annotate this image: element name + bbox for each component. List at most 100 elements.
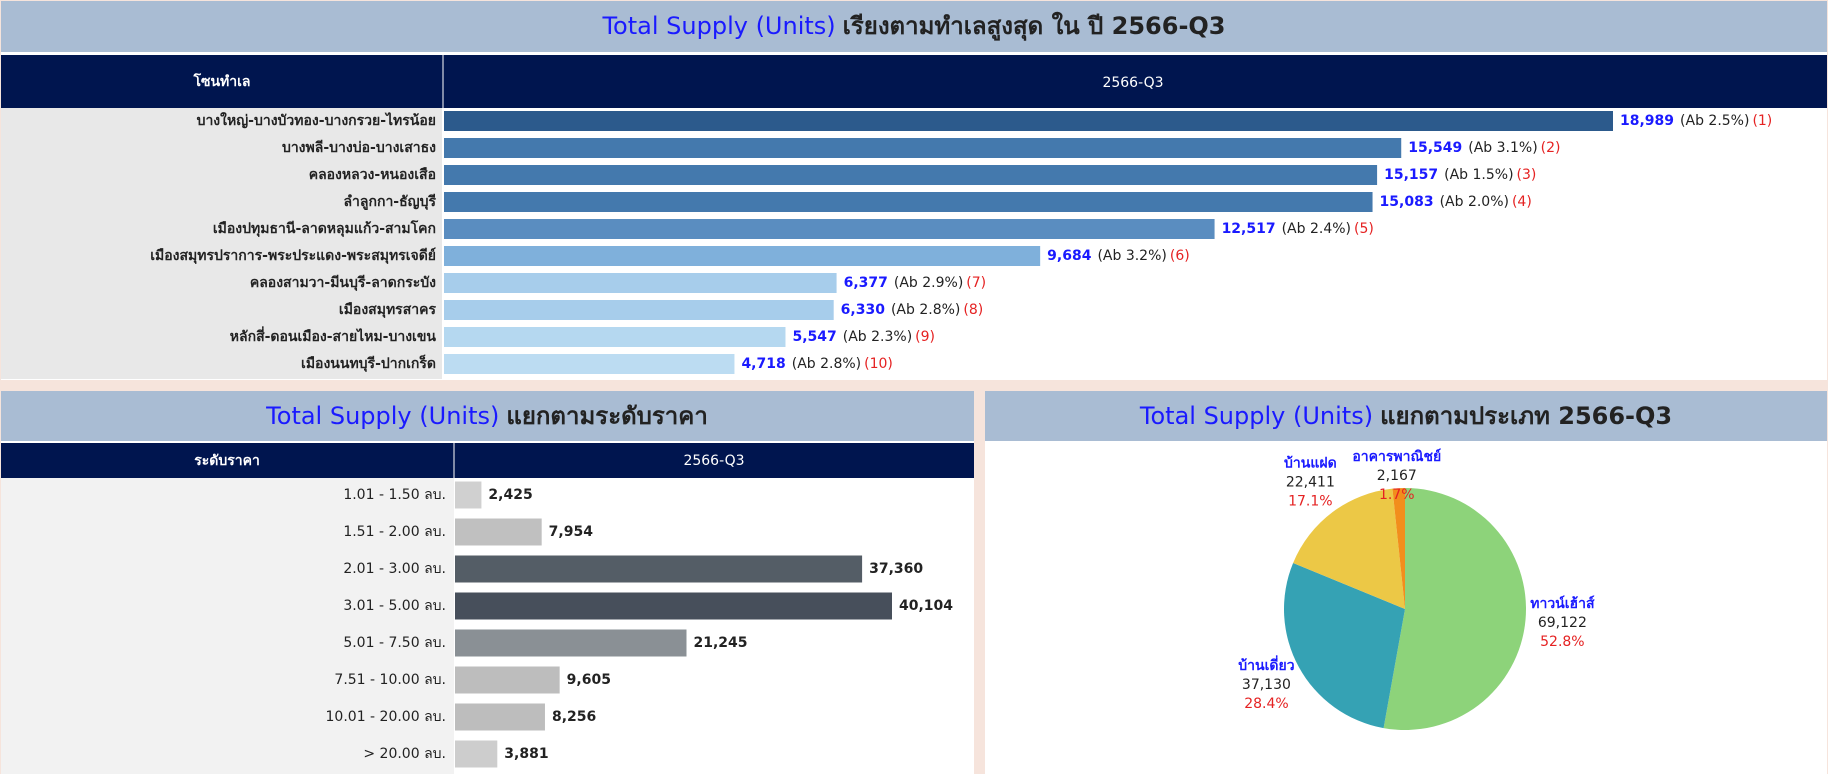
bar	[455, 555, 863, 583]
label-column	[1, 478, 454, 774]
bar	[444, 165, 1378, 185]
bar	[455, 481, 482, 509]
rank-label: (5)	[1354, 221, 1374, 237]
chart-title: Total Supply (Units) เรียงตามทำเลสูงสุด ใ…	[601, 11, 1225, 42]
slice-value: 2,167	[1377, 468, 1417, 484]
note-label: (Ab 2.0%)	[1440, 194, 1509, 210]
category-label: เมืองนนทบุรี-ปากเกร็ด	[301, 354, 436, 372]
title-rest: เรียงตามทำเลสูงสุด ใน ปี 2566-Q3	[843, 11, 1226, 42]
value-label: 6,330	[841, 302, 886, 318]
header-row	[1, 55, 1827, 108]
category-label: 2.01 - 3.00 ลบ.	[343, 561, 446, 577]
value-label-group: 12,517 (Ab 2.4%) (5)	[1222, 221, 1374, 237]
rank-label: (4)	[1512, 194, 1532, 210]
note-label: (Ab 2.4%)	[1282, 221, 1351, 237]
value-label: 40,104	[899, 598, 953, 614]
slice-percent: 52.8%	[1540, 634, 1584, 650]
note-label: (Ab 2.5%)	[1680, 113, 1749, 129]
slice-percent: 28.4%	[1244, 696, 1288, 712]
rank-label: (3)	[1517, 167, 1537, 183]
column-header: 2566-Q3	[1102, 75, 1163, 91]
slice-name: บ้านเดี่ยว	[1238, 655, 1294, 674]
category-label: คลองหลวง-หนองเสือ	[309, 167, 436, 183]
value-label: 18,989	[1620, 113, 1674, 129]
category-label: คลองสามวา-มีนบุรี-ลาดกระบัง	[250, 275, 436, 291]
category-label: ลำลูกกา-ธัญบุรี	[343, 194, 436, 210]
category-label: หลักสี่-ดอนเมือง-สายไหม-บางเขน	[230, 326, 437, 345]
pie-slice	[1383, 488, 1526, 730]
value-label: 15,549	[1408, 140, 1462, 156]
bar	[455, 703, 545, 731]
value-label: 15,083	[1380, 194, 1434, 210]
category-label: 1.01 - 1.50 ลบ.	[343, 487, 446, 503]
value-label-group: 37,360	[869, 561, 923, 577]
note-label: (Ab 3.1%)	[1468, 140, 1537, 156]
category-label: 10.01 - 20.00 ลบ.	[326, 709, 446, 725]
value-label: 7,954	[549, 524, 594, 540]
value-label: 6,377	[844, 275, 888, 291]
slice-name: อาคารพาณิชย์	[1352, 448, 1441, 465]
value-label: 12,517	[1222, 221, 1276, 237]
rank-label: (8)	[963, 302, 983, 318]
label-column	[1, 108, 442, 379]
rank-label: (7)	[966, 275, 986, 291]
category-label: 5.01 - 7.50 ลบ.	[343, 635, 446, 651]
value-label: 3,881	[504, 746, 548, 762]
column-header: 2566-Q3	[683, 453, 744, 469]
value-label: 4,718	[741, 356, 785, 372]
title-highlight: Total Supply (Units)	[265, 402, 499, 430]
value-label-group: 8,256	[552, 709, 596, 725]
bar	[455, 740, 498, 768]
bar	[444, 246, 1041, 266]
rank-label: (1)	[1752, 113, 1772, 129]
title-bar	[985, 391, 1827, 441]
column-header: ระดับราคา	[194, 453, 260, 469]
value-label-group: 3,881	[504, 746, 548, 762]
value-label-group: 15,083 (Ab 2.0%) (4)	[1380, 194, 1532, 210]
pie-slice	[1284, 562, 1405, 729]
bar	[444, 354, 735, 374]
value-label-group: 15,157 (Ab 1.5%) (3)	[1384, 167, 1536, 183]
pie-slice	[1293, 488, 1405, 609]
chart-title: Total Supply (Units) แยกตามระดับราคา	[265, 402, 708, 430]
value-label: 15,157	[1384, 167, 1438, 183]
note-label: (Ab 2.8%)	[891, 302, 960, 318]
bar	[455, 518, 542, 546]
value-label-group: 5,547 (Ab 2.3%) (9)	[792, 329, 935, 345]
category-label: บางพลี-บางบ่อ-บางเสาธง	[282, 140, 436, 156]
title-highlight: Total Supply (Units)	[1139, 402, 1373, 430]
value-label: 37,360	[869, 561, 923, 577]
header-row	[1, 443, 974, 478]
value-label-group: 4,718 (Ab 2.8%) (10)	[741, 356, 892, 372]
note-label: (Ab 2.8%)	[792, 356, 861, 372]
title-highlight: Total Supply (Units)	[601, 12, 835, 40]
slice-percent: 1.7%	[1379, 487, 1415, 503]
chart-title: Total Supply (Units) แยกตามประเภท 2566-Q3	[1139, 402, 1672, 430]
rank-label: (2)	[1541, 140, 1561, 156]
value-label: 21,245	[693, 635, 747, 651]
value-label-group: 7,954	[549, 524, 594, 540]
category-label: 1.51 - 2.00 ลบ.	[343, 524, 446, 540]
note-label: (Ab 2.3%)	[843, 329, 912, 345]
bar	[444, 219, 1215, 239]
note-label: (Ab 3.2%)	[1097, 248, 1166, 264]
bar	[455, 666, 560, 694]
value-label-group: 40,104	[899, 598, 953, 614]
bar	[455, 592, 892, 620]
title-rest: แยกตามระดับราคา	[506, 402, 707, 430]
rank-label: (6)	[1170, 248, 1190, 264]
pie-slice	[1392, 488, 1405, 609]
title-bar	[1, 1, 1827, 52]
value-label-group: 6,330 (Ab 2.8%) (8)	[841, 302, 984, 318]
note-label: (Ab 2.9%)	[894, 275, 963, 291]
title-bar	[1, 391, 974, 441]
value-label-group: 6,377 (Ab 2.9%) (7)	[844, 275, 987, 291]
category-label: เมืองปทุมธานี-ลาดหลุมแก้ว-สามโคก	[213, 219, 436, 237]
title-rest: แยกตามประเภท 2566-Q3	[1380, 402, 1672, 430]
category-label: > 20.00 ลบ.	[363, 746, 446, 762]
category-label: 7.51 - 10.00 ลบ.	[334, 672, 446, 688]
bar	[444, 138, 1402, 158]
slice-value: 22,411	[1286, 474, 1335, 490]
slice-name: บ้านแฝด	[1284, 455, 1337, 471]
